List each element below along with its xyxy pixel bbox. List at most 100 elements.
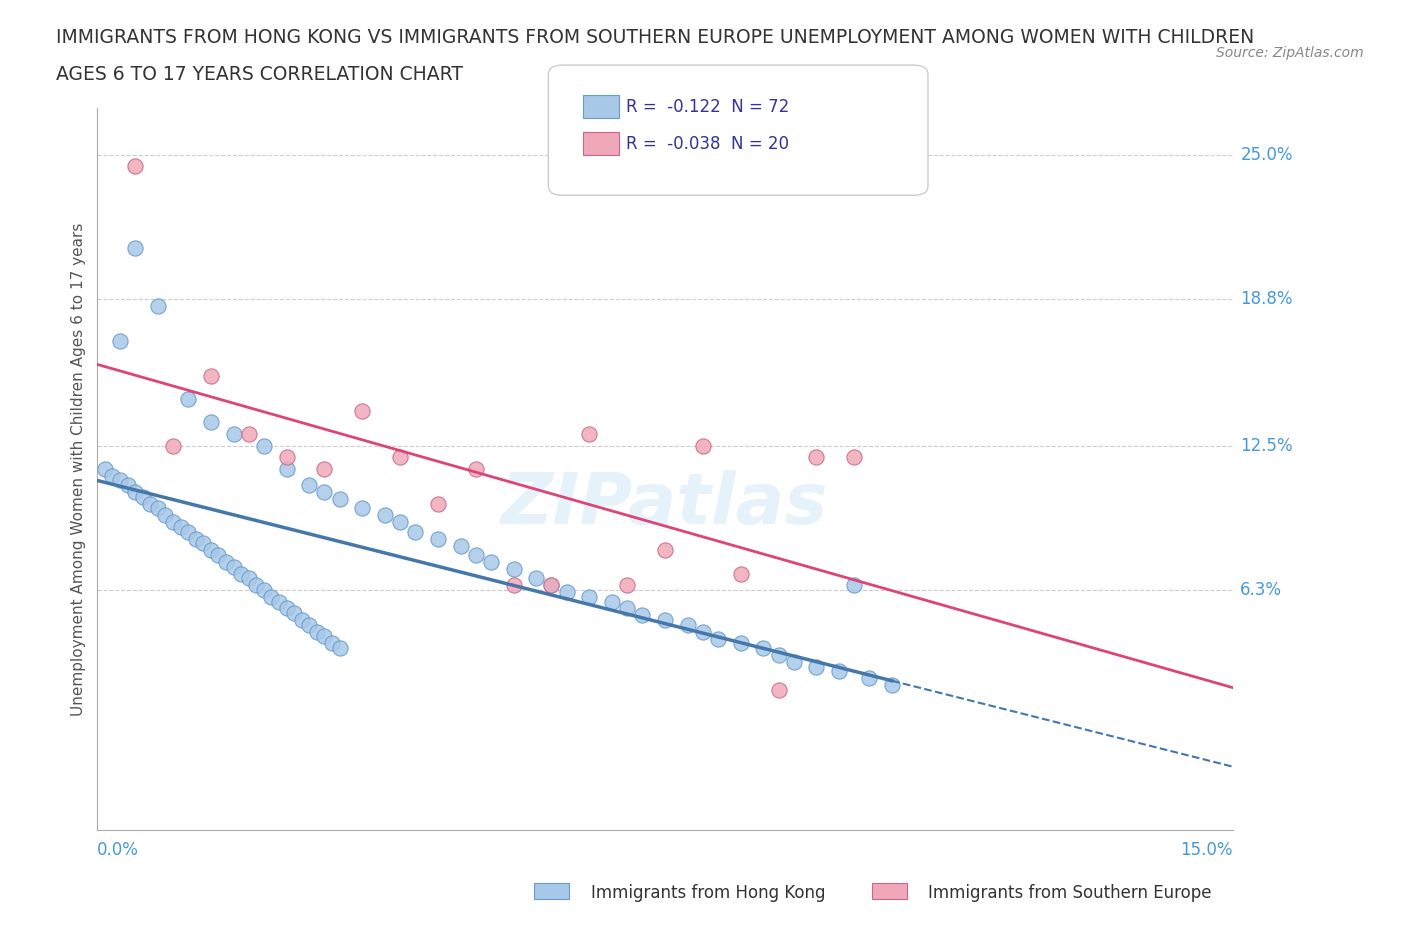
Point bbox=[730, 636, 752, 651]
Point bbox=[276, 450, 298, 465]
Point bbox=[426, 531, 449, 546]
Point bbox=[177, 525, 200, 539]
Text: Immigrants from Hong Kong: Immigrants from Hong Kong bbox=[591, 884, 825, 902]
Point bbox=[200, 415, 222, 430]
Point bbox=[578, 590, 600, 604]
Point bbox=[692, 624, 714, 639]
Point bbox=[752, 641, 775, 656]
Point bbox=[502, 578, 524, 592]
Point bbox=[124, 240, 146, 255]
Point bbox=[880, 678, 903, 693]
Point bbox=[616, 578, 638, 592]
Point bbox=[524, 571, 547, 586]
Point bbox=[146, 299, 169, 313]
Point bbox=[231, 566, 253, 581]
Point bbox=[389, 515, 412, 530]
Point bbox=[222, 427, 245, 442]
Point bbox=[806, 450, 828, 465]
Point bbox=[298, 478, 321, 493]
Point bbox=[215, 554, 238, 569]
Point bbox=[276, 601, 298, 616]
Point bbox=[654, 613, 676, 628]
Point bbox=[352, 404, 374, 418]
Point bbox=[193, 536, 215, 551]
Point bbox=[464, 461, 486, 476]
Text: 0.0%: 0.0% bbox=[97, 842, 139, 859]
Point bbox=[502, 562, 524, 577]
Point bbox=[631, 608, 654, 623]
Point bbox=[124, 159, 146, 174]
Point bbox=[94, 461, 117, 476]
Point bbox=[844, 578, 866, 592]
Point bbox=[426, 497, 449, 512]
Point bbox=[146, 501, 169, 516]
Point bbox=[329, 641, 352, 656]
Point bbox=[858, 671, 880, 685]
Point bbox=[578, 427, 600, 442]
Text: 15.0%: 15.0% bbox=[1180, 842, 1233, 859]
Point bbox=[276, 461, 298, 476]
Text: 6.3%: 6.3% bbox=[1240, 581, 1282, 599]
Text: ZIPatlas: ZIPatlas bbox=[502, 471, 828, 539]
Point bbox=[768, 683, 790, 698]
Point bbox=[207, 548, 229, 563]
Point bbox=[169, 520, 191, 535]
Point bbox=[155, 508, 177, 523]
Point bbox=[253, 438, 276, 453]
Y-axis label: Unemployment Among Women with Children Ages 6 to 17 years: Unemployment Among Women with Children A… bbox=[72, 222, 86, 715]
Point bbox=[314, 485, 336, 499]
Point bbox=[184, 531, 207, 546]
Point bbox=[389, 450, 412, 465]
Point bbox=[479, 554, 502, 569]
Text: R =  -0.122  N = 72: R = -0.122 N = 72 bbox=[626, 98, 789, 116]
Point bbox=[222, 559, 245, 574]
Point bbox=[540, 578, 562, 592]
Text: Source: ZipAtlas.com: Source: ZipAtlas.com bbox=[1216, 46, 1364, 60]
Point bbox=[238, 427, 260, 442]
Point bbox=[450, 538, 472, 553]
Point bbox=[540, 578, 562, 592]
Point bbox=[267, 594, 290, 609]
Point bbox=[298, 618, 321, 632]
Point bbox=[291, 613, 314, 628]
Point bbox=[124, 485, 146, 499]
Point bbox=[162, 515, 184, 530]
Point bbox=[600, 594, 623, 609]
Text: AGES 6 TO 17 YEARS CORRELATION CHART: AGES 6 TO 17 YEARS CORRELATION CHART bbox=[56, 65, 463, 84]
Text: 25.0%: 25.0% bbox=[1240, 146, 1292, 164]
Point bbox=[260, 590, 283, 604]
Point bbox=[314, 461, 336, 476]
Point bbox=[555, 585, 578, 600]
Point bbox=[101, 469, 124, 484]
Point bbox=[676, 618, 699, 632]
Point bbox=[692, 438, 714, 453]
Text: R =  -0.038  N = 20: R = -0.038 N = 20 bbox=[626, 135, 789, 153]
Point bbox=[238, 571, 260, 586]
Point bbox=[374, 508, 396, 523]
Point bbox=[253, 582, 276, 597]
Point bbox=[828, 664, 851, 679]
Point bbox=[321, 636, 343, 651]
Text: 12.5%: 12.5% bbox=[1240, 436, 1294, 455]
Point bbox=[200, 368, 222, 383]
Point bbox=[806, 659, 828, 674]
Point bbox=[352, 501, 374, 516]
Point bbox=[314, 629, 336, 644]
Point bbox=[305, 624, 328, 639]
Point bbox=[768, 647, 790, 662]
Point bbox=[654, 543, 676, 558]
Point bbox=[177, 392, 200, 406]
Point bbox=[616, 601, 638, 616]
Point bbox=[783, 655, 806, 670]
Point bbox=[162, 438, 184, 453]
Point bbox=[404, 525, 426, 539]
Point bbox=[245, 578, 267, 592]
Point bbox=[329, 492, 352, 507]
Point bbox=[108, 473, 131, 488]
Text: IMMIGRANTS FROM HONG KONG VS IMMIGRANTS FROM SOUTHERN EUROPE UNEMPLOYMENT AMONG : IMMIGRANTS FROM HONG KONG VS IMMIGRANTS … bbox=[56, 28, 1254, 46]
Point bbox=[117, 478, 139, 493]
Point bbox=[132, 489, 155, 504]
Point bbox=[283, 605, 305, 620]
Text: Immigrants from Southern Europe: Immigrants from Southern Europe bbox=[928, 884, 1212, 902]
Point bbox=[730, 566, 752, 581]
